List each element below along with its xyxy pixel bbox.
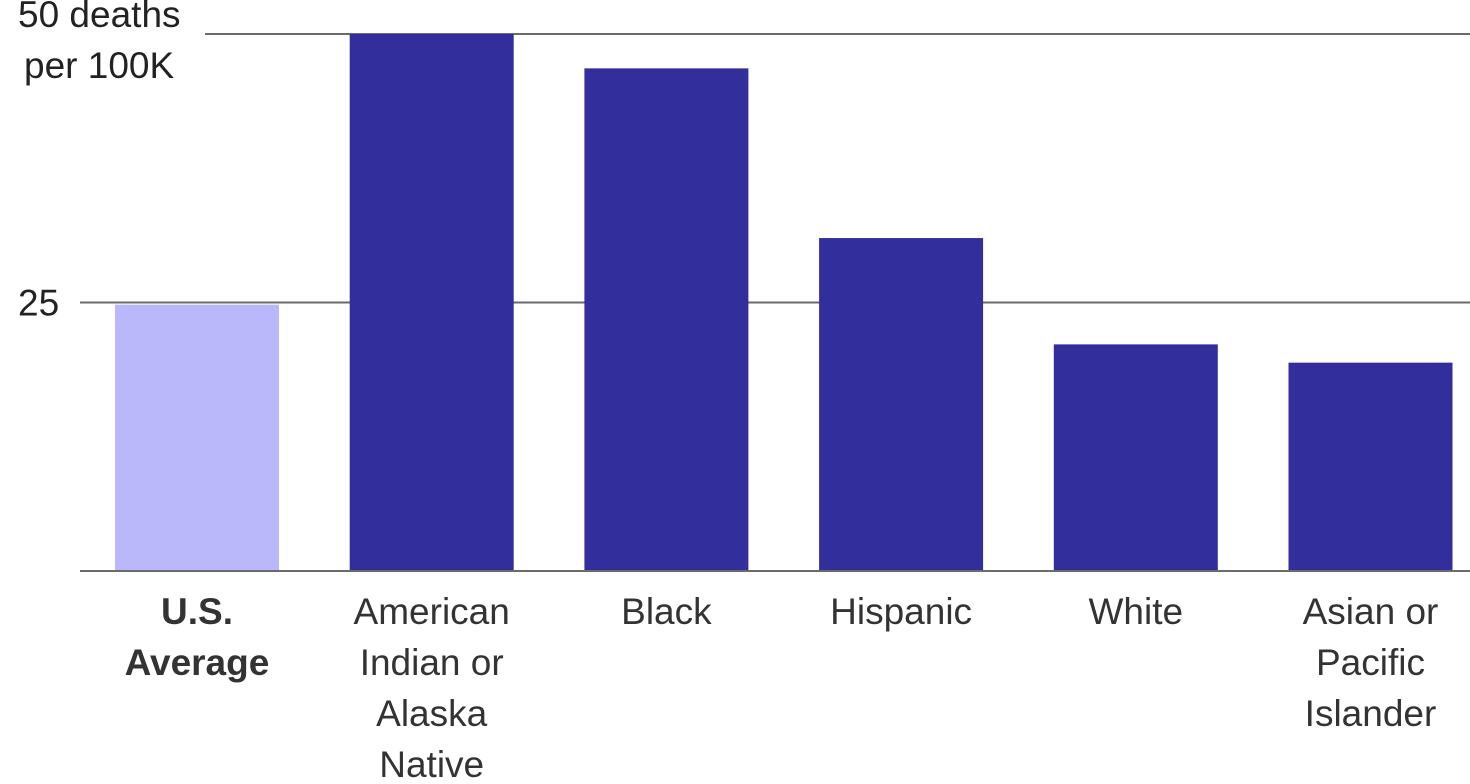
category-label-u-s-average: U.S. Average	[125, 591, 270, 683]
bar-asian-or-pacific-islander	[1288, 362, 1453, 571]
gridlines	[80, 33, 1470, 304]
bars	[115, 34, 1453, 572]
category-label-white: White	[1089, 591, 1184, 632]
category-label-hispanic: Hispanic	[830, 591, 972, 632]
x-category-labels: U.S. Average American Indian or Alaska Native…	[125, 591, 1439, 784]
bar-white	[1053, 344, 1218, 571]
category-label-asian-or-pacific-islander: Asian or Pacific Islander	[1303, 591, 1439, 734]
y-tick-labels: 50 deaths per 100K 25	[18, 0, 181, 324]
bar-american-indian-or-alaska-native	[349, 34, 514, 571]
bar-u-s-average	[115, 304, 279, 571]
y-tick-label-50: 50 deaths per 100K	[18, 0, 181, 86]
y-tick-label-25: 25	[18, 283, 59, 324]
bar-hispanic	[819, 238, 984, 571]
bar-black	[584, 68, 749, 572]
category-label-black: Black	[621, 591, 712, 632]
category-label-american-indian-or-alaska-native: American Indian or Alaska Native	[354, 591, 510, 784]
